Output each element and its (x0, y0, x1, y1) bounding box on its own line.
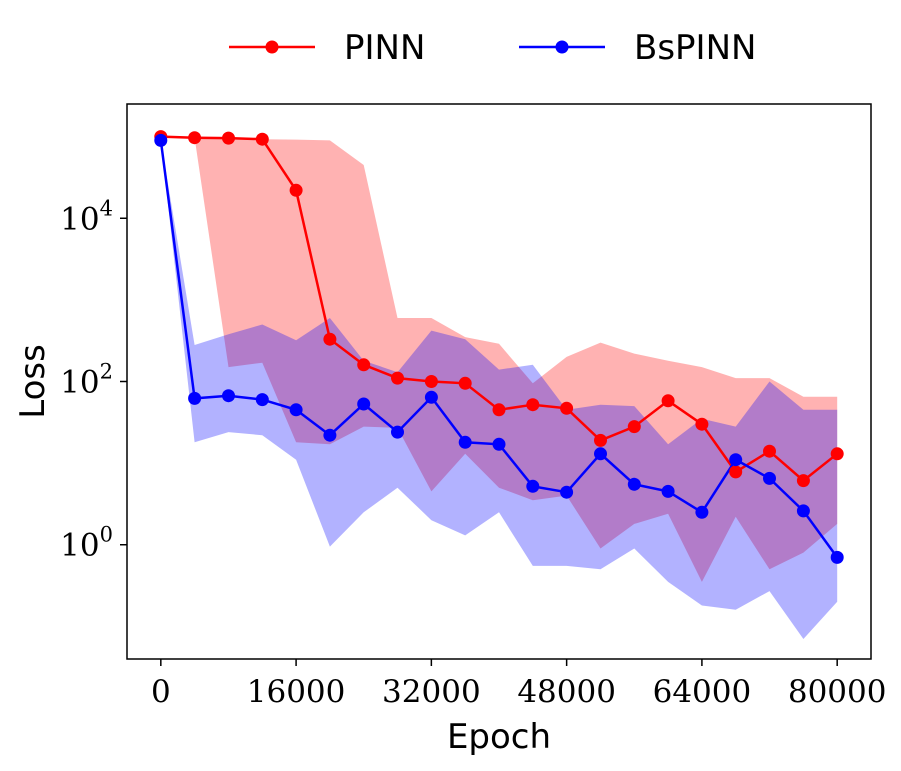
bspinn-point (188, 391, 202, 405)
bspinn-point (830, 550, 844, 564)
bspinn-point (289, 403, 303, 417)
bspinn-point (357, 397, 371, 411)
bspinn-point (391, 425, 404, 439)
pinn-point (289, 183, 303, 197)
bspinn-point (323, 428, 337, 442)
y-tick-label: 100 (60, 523, 113, 564)
pinn-point (627, 420, 641, 434)
pinn-point (323, 332, 337, 346)
pinn-point (458, 376, 472, 390)
pinn-point (492, 403, 506, 417)
pinn-point (661, 394, 675, 408)
pinn-point (222, 131, 235, 145)
pinn-point (729, 465, 743, 479)
bspinn-point (661, 484, 675, 498)
x-tick-label: 32000 (382, 674, 481, 710)
bspinn-point (424, 390, 438, 404)
y-tick-label: 102 (60, 360, 113, 401)
x-tick-label: 0 (151, 674, 171, 710)
bspinn-point (763, 471, 776, 485)
bspinn-point (594, 447, 607, 461)
bspinn-band (160, 140, 838, 639)
bspinn-point (526, 479, 540, 493)
x-tick-label: 48000 (517, 674, 616, 710)
x-axis-ticks: 0 16000 32000 48000 64000 80000 (151, 659, 887, 710)
bspinn-point (695, 505, 709, 519)
y-axis-ticks: 100 102 104 (60, 196, 127, 564)
x-axis-label: Epoch (447, 717, 551, 757)
y-axis-label: Loss (13, 344, 53, 419)
pinn-band (160, 136, 838, 582)
x-tick-label: 80000 (788, 674, 887, 710)
legend-pinn-marker (265, 40, 279, 54)
bspinn-point (796, 504, 810, 518)
pinn-point (695, 417, 709, 431)
pinn-point (391, 371, 404, 385)
legend-bspinn-label: BsPINN (634, 28, 756, 68)
legend: PINN BsPINN (229, 28, 756, 68)
bspinn-point (458, 435, 472, 449)
bspinn-point (560, 485, 574, 499)
pinn-point (526, 398, 540, 412)
bspinn-point (492, 437, 506, 451)
bspinn-point (627, 477, 641, 491)
y-tick-label: 104 (60, 196, 113, 237)
pinn-point (594, 433, 607, 447)
pinn-point (830, 447, 844, 461)
legend-pinn-label: PINN (344, 28, 425, 68)
pinn-point (424, 375, 438, 388)
pinn-point (188, 131, 202, 145)
uncertainty-bands (160, 136, 838, 639)
legend-bspinn-marker (555, 40, 569, 54)
series-markers (154, 130, 844, 564)
bspinn-point (222, 389, 235, 403)
x-tick-label: 64000 (653, 674, 752, 710)
pinn-point (255, 132, 269, 146)
bspinn-point (154, 133, 168, 147)
pinn-point (763, 444, 776, 458)
pinn-point (796, 474, 810, 488)
bspinn-point (729, 453, 743, 467)
pinn-point (560, 401, 574, 415)
pinn-point (357, 358, 371, 372)
x-tick-label: 16000 (247, 674, 346, 710)
bspinn-point (255, 393, 269, 407)
